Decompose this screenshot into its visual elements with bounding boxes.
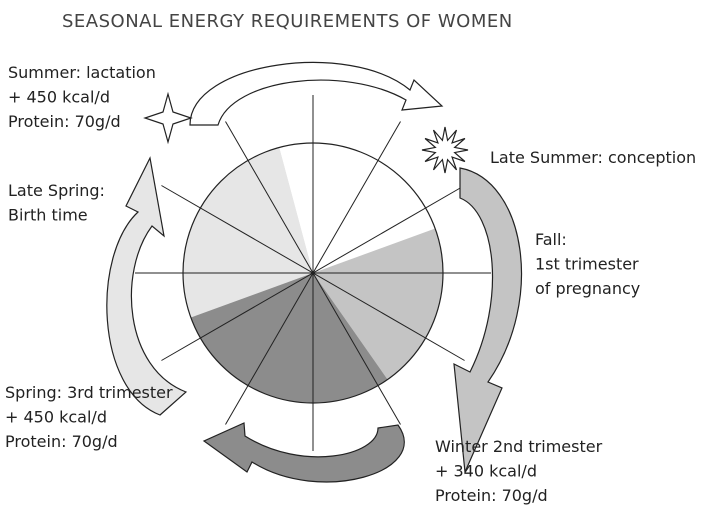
labels: Summer: lactation + 450 kcal/d Protein: 70… <box>5 63 696 505</box>
label-line: Protein: 70g/d <box>8 112 121 131</box>
label-line: Birth time <box>8 206 88 225</box>
spoke <box>161 185 465 361</box>
label-line: Spring: 3rd trimester <box>5 383 173 402</box>
label-line: 1st trimester <box>535 255 639 274</box>
label-line: + 450 kcal/d <box>5 408 107 427</box>
sector <box>183 147 313 318</box>
sector <box>190 273 388 403</box>
label-line: Protein: 70g/d <box>5 432 118 451</box>
label-line: Late Spring: <box>8 181 105 200</box>
label-line: Winter 2nd trimester <box>435 437 603 456</box>
label-line: of pregnancy <box>535 279 640 298</box>
arrow-fall <box>453 167 523 475</box>
label-line: + 340 kcal/d <box>435 462 537 481</box>
arrow-spring <box>106 156 188 416</box>
sector <box>313 228 443 380</box>
label-line: + 450 kcal/d <box>8 88 110 107</box>
sector <box>279 143 436 273</box>
burst <box>421 126 469 174</box>
label-line: Late Summer: conception <box>490 148 696 167</box>
label-line: Protein: 70g/d <box>435 486 548 505</box>
arrow-summer <box>189 61 444 126</box>
label-line: Fall: <box>535 230 567 249</box>
arrow-winter <box>202 422 405 483</box>
title: SEASONAL ENERGY REQUIREMENTS OF WOMEN <box>62 11 513 32</box>
season-wheel <box>135 95 491 451</box>
star <box>143 91 193 145</box>
label-line: Summer: lactation <box>8 63 156 82</box>
